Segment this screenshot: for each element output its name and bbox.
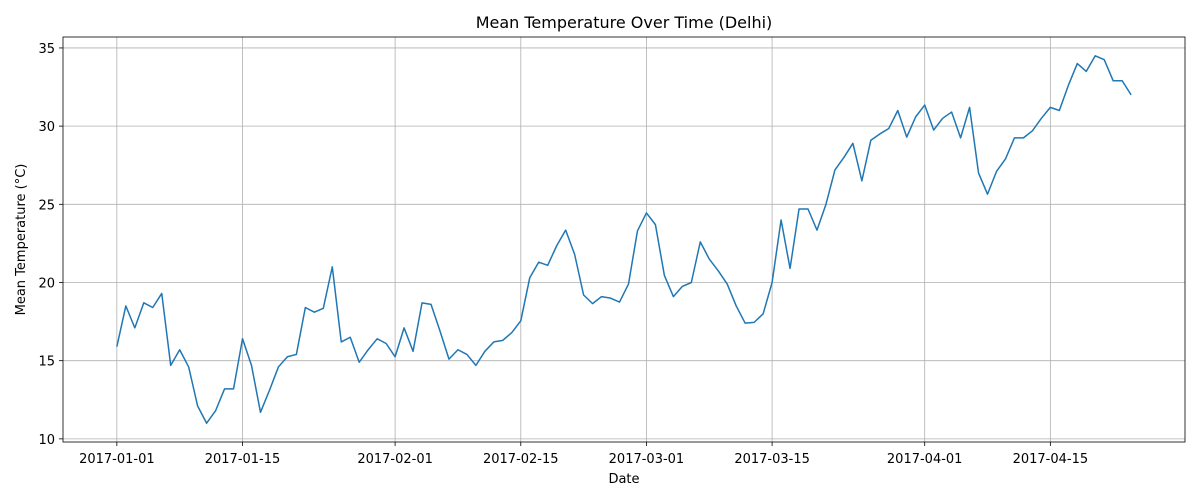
y-tick-label: 35 [38, 42, 55, 57]
x-tick-label: 2017-02-15 [483, 452, 559, 467]
x-tick-label: 2017-02-01 [357, 452, 433, 467]
y-tick-label: 30 [38, 120, 55, 135]
chart-title: Mean Temperature Over Time (Delhi) [476, 13, 773, 32]
x-tick-label: 2017-03-01 [609, 452, 685, 467]
x-tick-label: 2017-04-15 [1013, 452, 1089, 467]
y-tick-label: 10 [38, 433, 55, 448]
temperature-series-line [116, 55, 1132, 424]
y-tick-label: 20 [38, 277, 55, 292]
grid [63, 37, 1185, 442]
x-axis-label: Date [608, 472, 639, 487]
x-tick-label: 2017-04-01 [887, 452, 963, 467]
x-tick-label: 2017-03-15 [734, 452, 810, 467]
plot-frame [62, 36, 1186, 443]
x-tick-label: 2017-01-01 [79, 452, 155, 467]
y-axis-label: Mean Temperature (°C) [14, 164, 29, 316]
x-axis-ticks: 2017-01-01 2017-01-15 2017-02-01 2017-02-15… [79, 442, 1088, 467]
y-axis-ticks: 10 15 20 25 30 35 [38, 42, 63, 448]
y-tick-label: 15 [38, 355, 55, 370]
series-layer [116, 55, 1132, 424]
x-tick-label: 2017-01-15 [205, 452, 281, 467]
y-tick-label: 25 [38, 198, 55, 213]
